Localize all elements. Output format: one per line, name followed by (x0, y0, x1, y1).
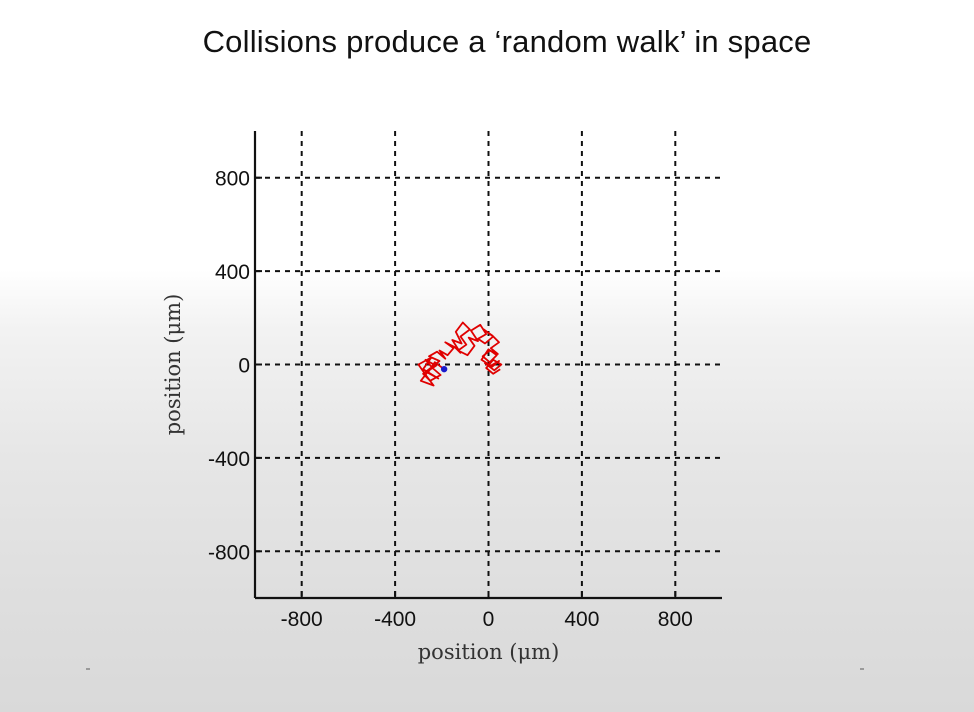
y-tick-label: -400 (208, 448, 250, 471)
x-tick-label: 800 (658, 608, 693, 631)
slide-title: Collisions produce a ‘random walk’ in sp… (202, 24, 812, 59)
y-tick-label: 800 (215, 168, 250, 191)
x-tick-label: 400 (564, 608, 599, 631)
x-axis-label: position (μm) (418, 640, 560, 664)
start-point-marker (440, 365, 448, 373)
y-axis-label: position (μm) (161, 294, 185, 436)
marker-layer (440, 365, 448, 373)
corner-mark-left (86, 668, 90, 670)
x-tick-label: -800 (281, 608, 323, 631)
random-walk-path (417, 321, 503, 387)
y-tick-label: -800 (208, 541, 250, 564)
y-tick-label: 0 (238, 355, 250, 378)
corner-mark-right (860, 668, 864, 670)
tick-labels: -800 -400 0 400 800 -800 -400 0 400 800 (208, 168, 693, 631)
random-walk-chart: -800 -400 0 400 800 -800 -400 0 400 800 position … (161, 131, 722, 664)
x-tick-label: 0 (483, 608, 495, 631)
random-walk-figure: -800 -400 0 400 800 -800 -400 0 400 800 position … (80, 86, 854, 686)
x-tick-label: -400 (374, 608, 416, 631)
series-layer (417, 321, 503, 387)
y-tick-label: 400 (215, 261, 250, 284)
